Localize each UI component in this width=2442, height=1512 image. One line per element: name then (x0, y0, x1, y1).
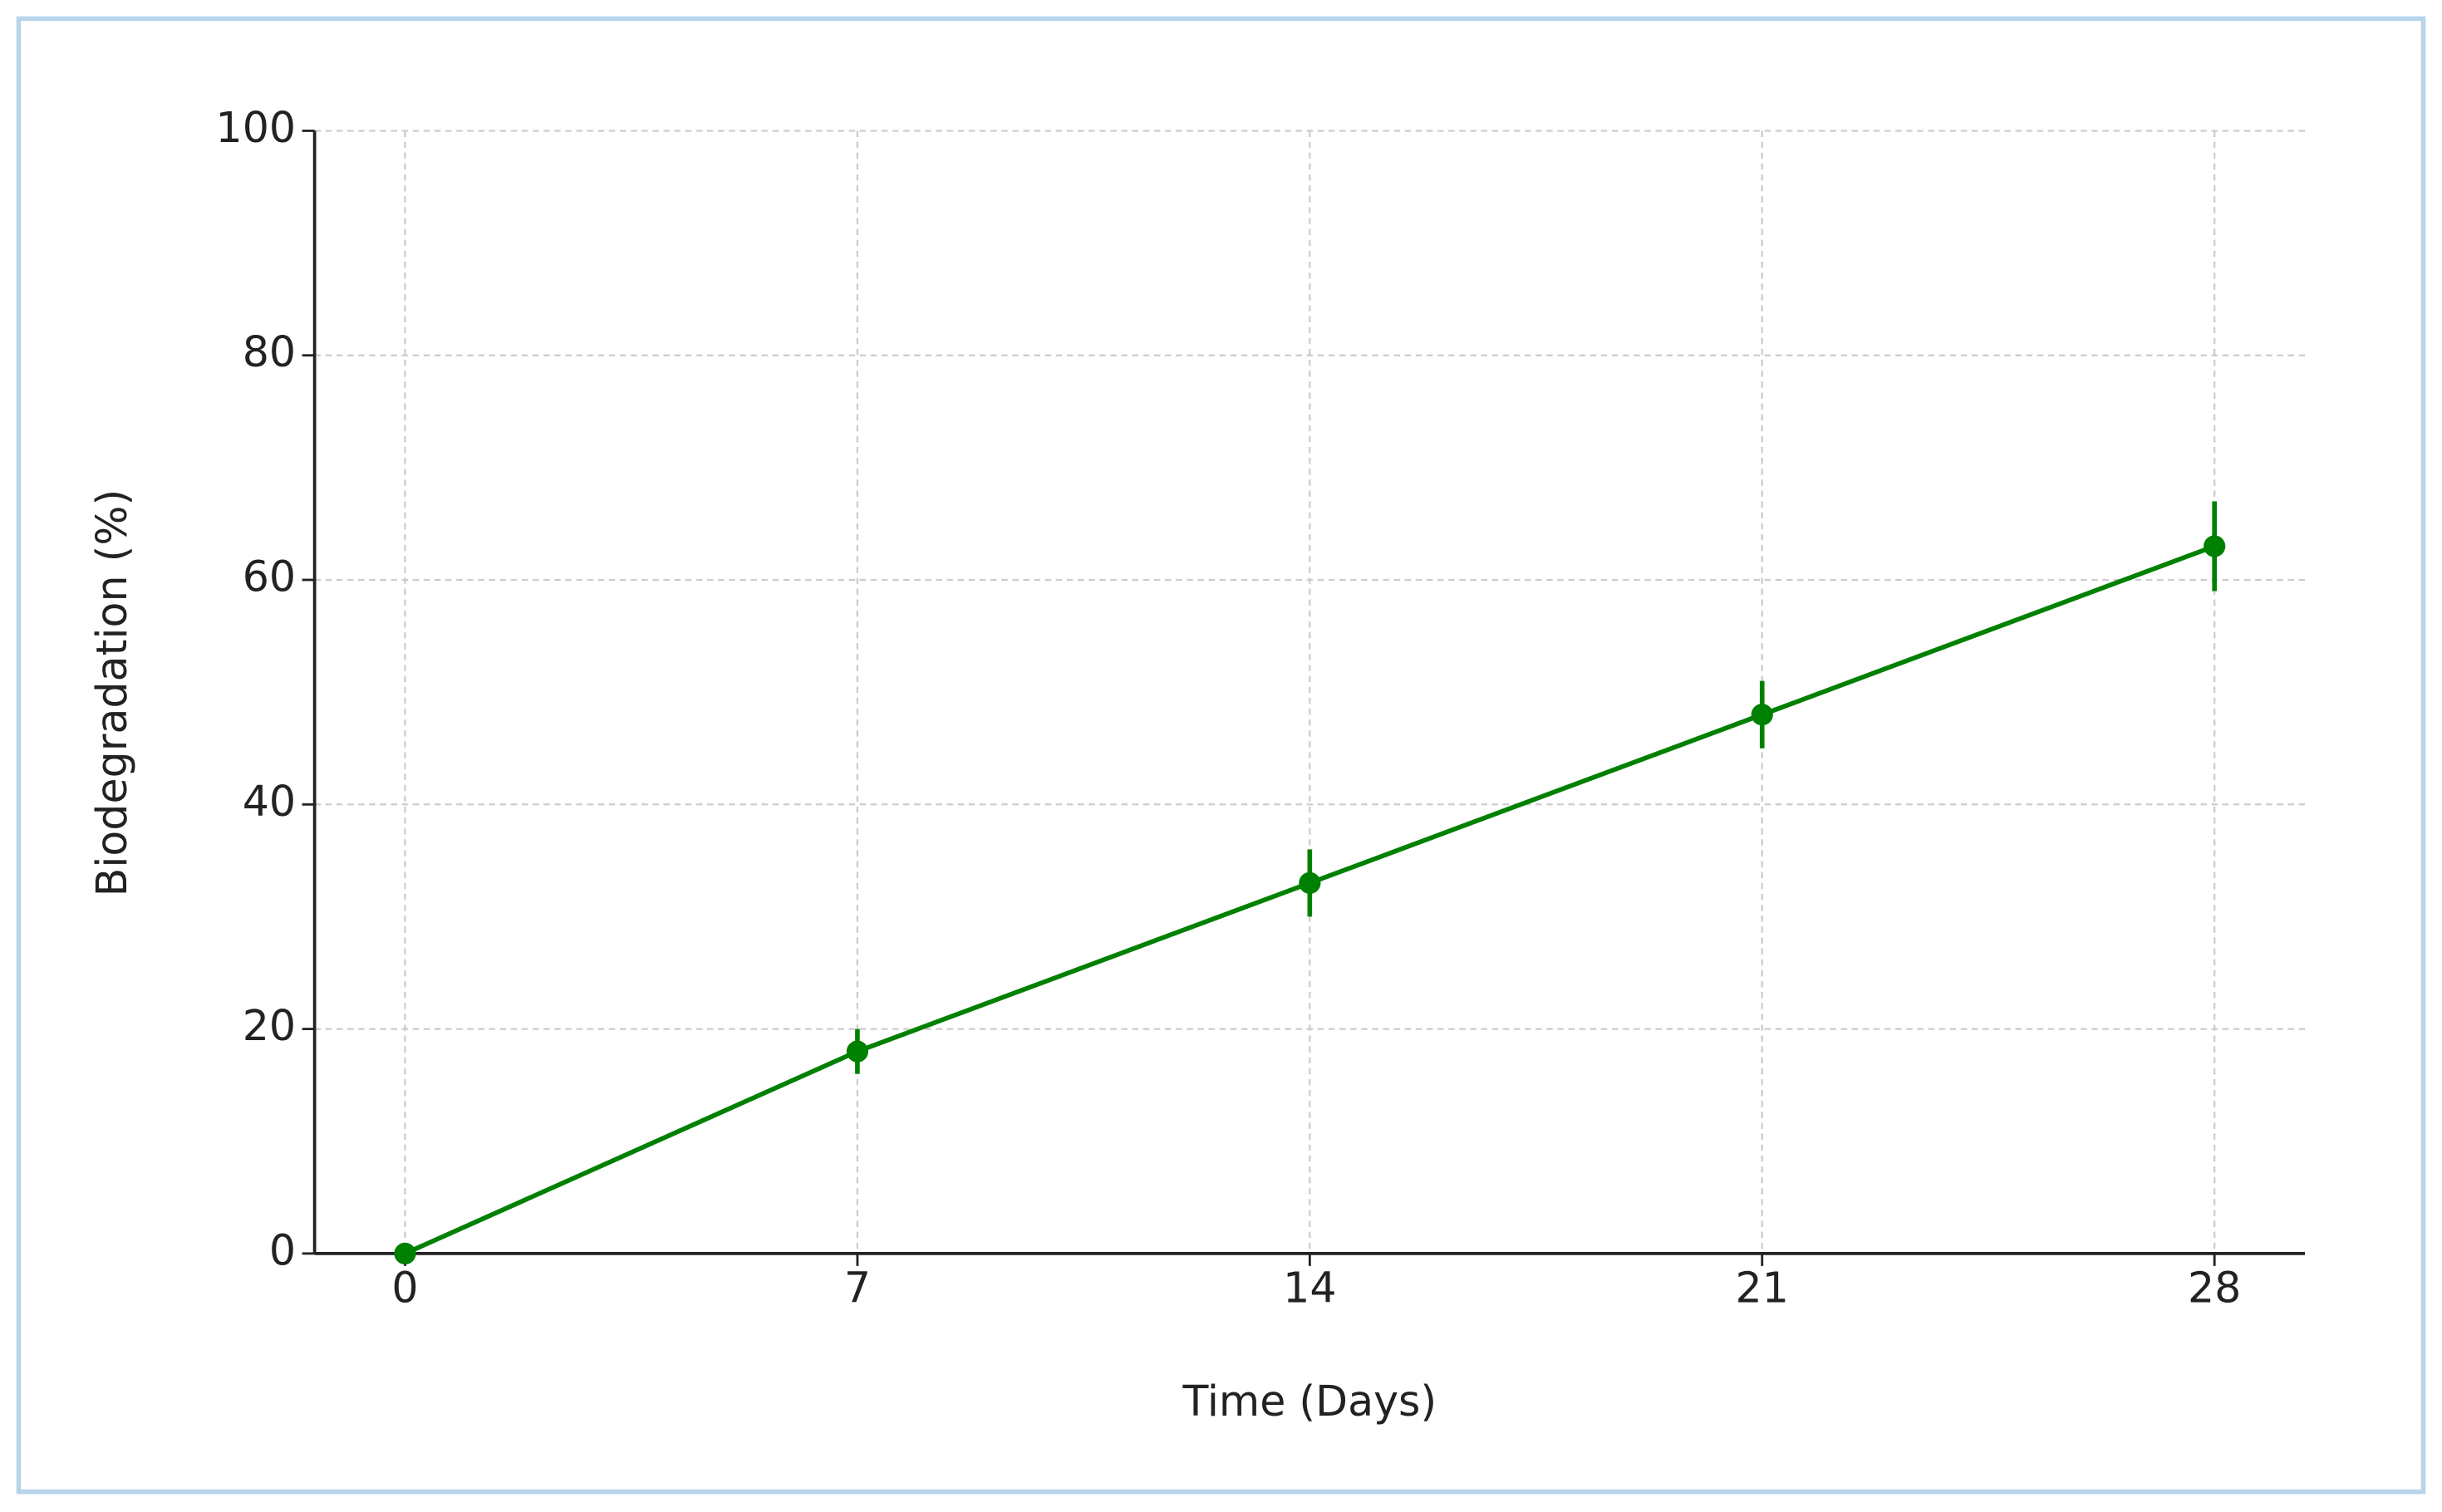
x-tick-label: 21 (1736, 1263, 1789, 1312)
y-tick-label: 20 (243, 1001, 296, 1050)
x-axis-label: Time (Days) (1182, 1377, 1437, 1426)
y-tick-label: 0 (269, 1225, 296, 1274)
data-point (2204, 535, 2226, 557)
y-tick-label: 80 (243, 327, 296, 376)
y-tick-label: 60 (243, 552, 296, 601)
x-tick-label: 7 (844, 1263, 871, 1312)
y-tick-label: 40 (243, 777, 296, 826)
data-point (1751, 704, 1773, 726)
y-tick-label: 100 (216, 103, 297, 152)
data-point (846, 1040, 869, 1063)
x-tick-label: 28 (2188, 1263, 2241, 1312)
y-axis-label: Biodegradation (%) (87, 489, 136, 897)
x-tick-label: 14 (1283, 1263, 1336, 1312)
data-point (1299, 871, 1321, 895)
x-tick-label: 0 (391, 1263, 418, 1312)
frame (16, 16, 2426, 1495)
data-point (394, 1242, 416, 1264)
